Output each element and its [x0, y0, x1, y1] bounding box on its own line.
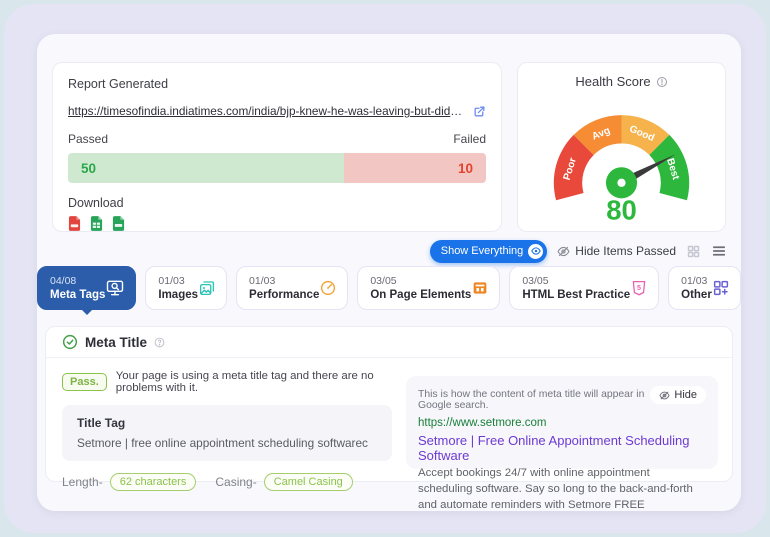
failed-count: 10 [457, 160, 473, 176]
download-label: Download [68, 196, 124, 210]
preview-note: This is how the content of meta title wi… [418, 389, 645, 411]
eye-off-icon [659, 390, 670, 401]
report-url-link[interactable]: https://timesofindia.indiatimes.com/indi… [68, 104, 466, 118]
health-score-title: Health Score [575, 74, 651, 89]
tab-meta-tags[interactable]: 04/08 Meta Tags [37, 266, 137, 315]
tab-performance[interactable]: 01/03 Performance [236, 266, 349, 310]
outer-container: Report Generated https://timesofindia.in… [4, 4, 766, 533]
pass-fail-labels: Passed Failed [68, 132, 486, 146]
gauge-segment-poor [553, 134, 594, 201]
length-label: Length- [62, 475, 103, 489]
tab-label: Performance [249, 289, 320, 301]
html5-icon: 5 [630, 279, 648, 297]
length-value-badge: 62 characters [109, 473, 197, 491]
other-grid-plus-icon [712, 279, 730, 297]
svg-text:5: 5 [637, 284, 641, 292]
preview-title-link[interactable]: Setmore | Free Online Appointment Schedu… [418, 433, 690, 463]
google-preview-box: This is how the content of meta title wi… [406, 376, 718, 511]
check-circle-icon [62, 334, 78, 350]
category-tabs: 04/08 Meta Tags 01/03 Images 01/03 Perfo… [37, 266, 741, 315]
health-score-value: 80 [606, 194, 637, 225]
meta-tags-icon [105, 278, 125, 298]
meta-title-details: Pass. Your page is using a meta title ta… [62, 370, 392, 491]
casing-label: Casing- [215, 475, 257, 489]
performance-icon [319, 279, 337, 297]
title-tag-label: Title Tag [77, 416, 126, 430]
tab-label: Meta Tags [50, 289, 106, 301]
pass-description: Your page is using a meta title tag and … [115, 370, 374, 394]
tab-label: On Page Elements [370, 289, 472, 301]
hide-items-passed-label: Hide Items Passed [575, 244, 676, 258]
meta-title-section: Meta Title Pass. Your page is using a me… [45, 326, 733, 511]
tab-label: Other [681, 289, 712, 301]
title-tag-value: Setmore | free online appointment schedu… [77, 436, 368, 450]
show-everything-button[interactable]: Show Everything [429, 239, 548, 263]
meta-title-header: Meta Title [46, 327, 732, 358]
tab-images[interactable]: 01/03 Images [145, 266, 228, 310]
tab-on-page-elements[interactable]: 03/05 On Page Elements [357, 266, 501, 310]
passed-count: 50 [81, 160, 97, 176]
casing-value-badge: Camel Casing [263, 473, 353, 491]
list-view-icon[interactable] [711, 244, 727, 258]
preview-description: Accept bookings 24/7 with online appoint… [418, 467, 693, 511]
help-icon[interactable] [154, 337, 165, 348]
passed-label: Passed [68, 132, 109, 146]
report-card: Report Generated https://timesofindia.in… [52, 62, 502, 232]
meta-title-heading: Meta Title [85, 334, 148, 350]
download-csv-icon[interactable] [112, 216, 125, 231]
pass-fail-bar: 50 10 [68, 153, 486, 183]
view-controls: Show Everything Hide Items Passed [429, 239, 727, 263]
tab-label: HTML Best Practice [522, 289, 631, 301]
failed-bar: 10 [343, 153, 486, 183]
report-url-row: https://timesofindia.indiatimes.com/indi… [68, 104, 486, 118]
on-page-elements-icon [471, 279, 489, 297]
passed-bar: 50 [68, 153, 344, 183]
hide-preview-label: Hide [674, 389, 697, 401]
gauge-segment-good [621, 115, 670, 155]
report-generated-label: Report Generated [68, 77, 169, 91]
failed-label: Failed [453, 132, 486, 146]
tab-count: 04/08 [50, 275, 77, 287]
info-icon[interactable] [656, 76, 668, 88]
external-link-icon[interactable] [473, 105, 486, 118]
health-score-header: Health Score [530, 74, 713, 89]
gauge-segment-best [649, 134, 690, 201]
images-icon [198, 279, 216, 297]
title-tag-box: Title Tag Setmore | free online appointm… [62, 405, 392, 461]
eye-icon [528, 243, 544, 259]
eye-off-icon [557, 245, 570, 258]
health-gauge: Poor Avg Good Best 80 [530, 91, 713, 227]
main-panel: Report Generated https://timesofindia.in… [37, 34, 741, 511]
tab-count: 01/03 [681, 275, 708, 287]
tab-count: 03/05 [370, 275, 397, 287]
hide-preview-button[interactable]: Hide [650, 386, 706, 404]
tab-count: 03/05 [522, 275, 549, 287]
pass-badge: Pass. [62, 373, 107, 391]
show-everything-label: Show Everything [440, 245, 524, 257]
grid-view-icon[interactable] [686, 244, 701, 259]
hide-items-passed-toggle[interactable]: Hide Items Passed [557, 244, 676, 258]
tab-count: 01/03 [249, 275, 276, 287]
tab-count: 01/03 [158, 275, 185, 287]
download-pdf-icon[interactable] [68, 216, 81, 231]
preview-url[interactable]: https://www.setmore.com [418, 417, 547, 429]
health-score-card: Health Score Poor Avg Good Best 80 [517, 62, 726, 232]
gauge-segment-avg [573, 115, 622, 155]
meta-title-body: Pass. Your page is using a meta title ta… [46, 358, 732, 511]
tab-label: Images [158, 289, 199, 301]
download-icons [68, 216, 486, 231]
download-xls-icon[interactable] [90, 216, 103, 231]
tab-html-best-practice[interactable]: 03/05 HTML Best Practice 5 [509, 266, 660, 310]
length-casing-row: Length- 62 characters Casing- Camel Casi… [62, 473, 392, 491]
tab-other[interactable]: 01/03 Other [668, 266, 741, 310]
